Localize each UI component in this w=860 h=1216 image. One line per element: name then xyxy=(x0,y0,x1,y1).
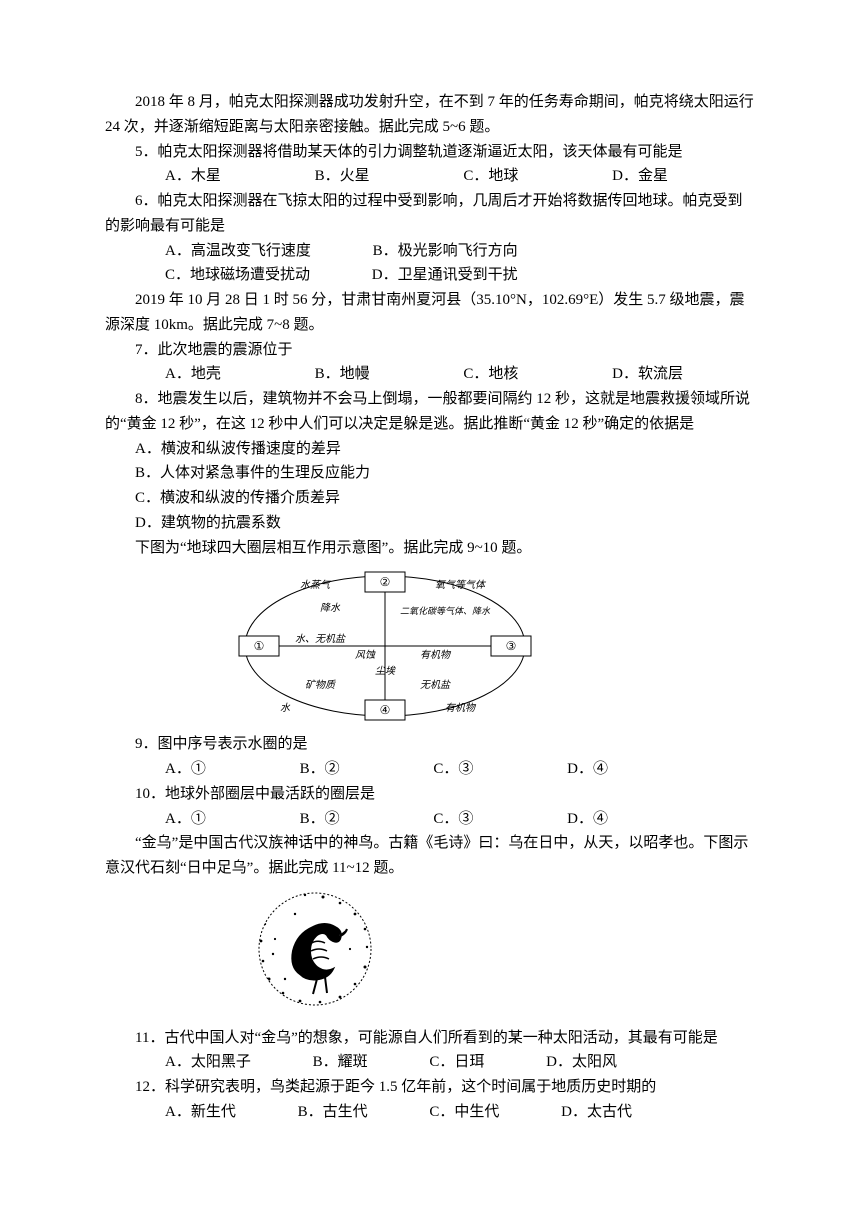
opt-7d: D．软流层 xyxy=(582,362,683,387)
opt-8b: B．人体对紧急事件的生理反应能力 xyxy=(105,461,755,486)
svg-text:尘埃: 尘埃 xyxy=(375,665,396,677)
question-9: 9．图中序号表示水圈的是 xyxy=(105,732,755,757)
opt-10a: A．① xyxy=(135,807,206,832)
options-7: A．地壳 B．地幔 C．地核 D．软流层 xyxy=(105,362,755,387)
opt-8c: C．横波和纵波的传播介质差异 xyxy=(105,486,755,511)
node-bottom: ④ xyxy=(380,703,391,717)
intro-q5q6: 2018 年 8 月，帕克太阳探测器成功发射升空，在不到 7 年的任务寿命期间，… xyxy=(105,90,755,140)
node-right: ③ xyxy=(506,639,517,653)
node-left: ① xyxy=(254,639,265,653)
opt-8a: A．横波和纵波传播速度的差异 xyxy=(105,437,755,462)
opt-9d: D．④ xyxy=(537,757,608,782)
opt-5c: C．地球 xyxy=(433,164,518,189)
opt-12b: B．古生代 xyxy=(268,1100,368,1125)
svg-text:氧气等气体: 氧气等气体 xyxy=(435,579,487,591)
sun-bird-carving xyxy=(255,889,755,1018)
question-6: 6．帕克太阳探测器在飞掠太阳的过程中受到影响，几周后才开始将数据传回地球。帕克受… xyxy=(105,189,755,239)
options-6b: C．地球磁场遭受扰动 D．卫星通讯受到干扰 xyxy=(105,263,755,288)
svg-text:二氧化碳等气体、降水: 二氧化碳等气体、降水 xyxy=(400,606,491,616)
question-5: 5．帕克太阳探测器将借助某天体的引力调整轨道逐渐逼近太阳，该天体最有可能是 xyxy=(105,140,755,165)
opt-6d: D．卫星通讯受到干扰 xyxy=(342,263,518,288)
opt-11a: A．太阳黑子 xyxy=(135,1050,251,1075)
question-8: 8．地震发生以后，建筑物并不会马上倒塌，一般都要间隔约 12 秒，这就是地震救援… xyxy=(105,387,755,437)
opt-7b: B．地幔 xyxy=(285,362,370,387)
options-12: A．新生代 B．古生代 C．中生代 D．太古代 xyxy=(105,1100,755,1125)
intro-q11q12: “金乌”是中国古代汉族神话中的神鸟。古籍《毛诗》曰：乌在日中，从天，以昭孝也。下… xyxy=(105,831,755,881)
svg-text:风蚀: 风蚀 xyxy=(355,649,376,661)
question-7: 7．此次地震的震源位于 xyxy=(105,338,755,363)
svg-text:无机盐: 无机盐 xyxy=(420,679,451,691)
options-10: A．① B．② C．③ D．④ xyxy=(105,807,755,832)
opt-10d: D．④ xyxy=(537,807,608,832)
opt-12c: C．中生代 xyxy=(399,1100,499,1125)
options-11: A．太阳黑子 B．耀斑 C．日珥 D．太阳风 xyxy=(105,1050,755,1075)
svg-text:水: 水 xyxy=(280,702,291,714)
opt-5b: B．火星 xyxy=(285,164,370,189)
options-9: A．① B．② C．③ D．④ xyxy=(105,757,755,782)
options-5: A．木星 B．火星 C．地球 D．金星 xyxy=(105,164,755,189)
opt-9a: A．① xyxy=(135,757,206,782)
opt-12a: A．新生代 xyxy=(135,1100,236,1125)
opt-6a: A．高温改变飞行速度 xyxy=(135,239,311,264)
four-spheres-diagram: ② ① ③ ④ 水蒸气 降水 氧气等气体 二氧化碳等气体、降水 水、无机盐 风蚀… xyxy=(235,566,755,726)
opt-11d: D．太阳风 xyxy=(516,1050,617,1075)
opt-11b: B．耀斑 xyxy=(283,1050,368,1075)
intro-q9q10: 下图为“地球四大圈层相互作用示意图”。据此完成 9~10 题。 xyxy=(105,536,755,561)
options-6a: A．高温改变飞行速度 B．极光影响飞行方向 xyxy=(105,239,755,264)
opt-6b: B．极光影响飞行方向 xyxy=(343,239,518,264)
svg-text:有机物: 有机物 xyxy=(445,702,477,714)
question-10: 10．地球外部圈层中最活跃的圈层是 xyxy=(105,782,755,807)
node-top: ② xyxy=(380,575,391,589)
question-12: 12．科学研究表明，鸟类起源于距今 1.5 亿年前，这个时间属于地质历史时期的 xyxy=(105,1075,755,1100)
opt-11c: C．日珥 xyxy=(399,1050,484,1075)
svg-text:有机物: 有机物 xyxy=(420,649,452,661)
svg-text:水、无机盐: 水、无机盐 xyxy=(295,633,346,645)
svg-text:水蒸气: 水蒸气 xyxy=(300,579,332,591)
opt-6c: C．地球磁场遭受扰动 xyxy=(135,263,310,288)
exam-page: 2018 年 8 月，帕克太阳探测器成功发射升空，在不到 7 年的任务寿命期间，… xyxy=(0,0,860,1165)
intro-q7q8: 2019 年 10 月 28 日 1 时 56 分，甘肃甘南州夏河县（35.10… xyxy=(105,288,755,338)
opt-10c: C．③ xyxy=(403,807,473,832)
svg-text:降水: 降水 xyxy=(320,602,341,614)
opt-10b: B．② xyxy=(270,807,340,832)
opt-7a: A．地壳 xyxy=(135,362,221,387)
opt-7c: C．地核 xyxy=(433,362,518,387)
question-11: 11．古代中国人对“金乌”的想象，可能源自人们所看到的某一种太阳活动，其最有可能… xyxy=(105,1026,755,1051)
opt-5d: D．金星 xyxy=(582,164,668,189)
opt-5a: A．木星 xyxy=(135,164,221,189)
opt-8d: D．建筑物的抗震系数 xyxy=(105,511,755,536)
svg-text:矿物质: 矿物质 xyxy=(305,679,337,691)
opt-9c: C．③ xyxy=(403,757,473,782)
opt-12d: D．太古代 xyxy=(531,1100,632,1125)
opt-9b: B．② xyxy=(270,757,340,782)
